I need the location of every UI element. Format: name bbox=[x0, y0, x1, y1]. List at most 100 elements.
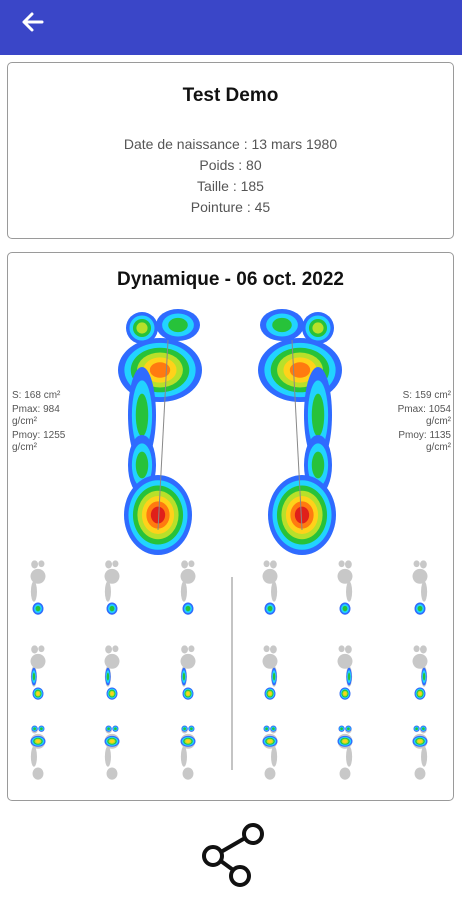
foot-outline bbox=[104, 746, 111, 767]
foot-outline bbox=[346, 746, 353, 767]
heat-zone bbox=[272, 727, 275, 731]
foot-outline bbox=[106, 767, 118, 780]
heat-zone bbox=[182, 672, 186, 681]
footprint bbox=[104, 560, 120, 615]
foot-outline bbox=[263, 560, 270, 568]
foot-outline bbox=[104, 653, 120, 669]
foot-outline bbox=[420, 560, 427, 569]
footprint bbox=[412, 725, 428, 780]
foot-outline bbox=[30, 653, 46, 669]
foot-outline bbox=[180, 581, 187, 602]
heat-zone bbox=[418, 691, 422, 696]
heat-zone bbox=[40, 727, 43, 731]
foot-outline bbox=[270, 645, 277, 654]
foot-outline bbox=[38, 560, 45, 568]
patient-info: Taille : 185 bbox=[197, 178, 264, 194]
heat-zone bbox=[114, 727, 117, 731]
foot-outline bbox=[262, 653, 278, 669]
heat-zone bbox=[272, 672, 276, 681]
analysis-title: Dynamique - 06 oct. 2022 bbox=[116, 269, 345, 290]
heat-zone bbox=[311, 451, 325, 479]
foot-outline bbox=[414, 767, 426, 780]
heat-zone bbox=[422, 727, 425, 731]
left-stats: S: 168 cm² Pmax: 984 g/cm² Pmoy: 1255 g/… bbox=[12, 390, 84, 456]
footprint bbox=[30, 725, 46, 780]
foot-outline bbox=[262, 568, 278, 584]
heat-zone bbox=[267, 605, 273, 612]
foot-outline bbox=[181, 645, 188, 654]
app-bar bbox=[0, 0, 462, 55]
heat-zone bbox=[183, 727, 186, 731]
footprint bbox=[412, 645, 428, 700]
foot-outline bbox=[181, 560, 188, 569]
foot-outline bbox=[345, 560, 352, 569]
heat-zone bbox=[185, 605, 191, 612]
patient-info: Pointure : 45 bbox=[190, 199, 271, 215]
foot-outline bbox=[180, 568, 196, 584]
footprint bbox=[262, 645, 278, 700]
foot-outline bbox=[180, 746, 187, 767]
heat-zone bbox=[343, 691, 347, 696]
heat-zone bbox=[35, 739, 41, 743]
foot-outline bbox=[271, 581, 278, 602]
heat-zone bbox=[106, 672, 110, 681]
footprint bbox=[180, 645, 196, 700]
heat-zone bbox=[136, 322, 148, 334]
footprint bbox=[262, 725, 278, 780]
patient-info: Date de naissance : 13 mars 1980 bbox=[123, 136, 338, 152]
foot-outline bbox=[263, 645, 270, 653]
footprint bbox=[180, 560, 196, 615]
foot-outline bbox=[30, 746, 37, 767]
heat-zone bbox=[190, 727, 193, 731]
heat-zone bbox=[33, 727, 36, 731]
heat-zone bbox=[36, 691, 40, 696]
foot-outline bbox=[31, 560, 38, 569]
foot-outline bbox=[38, 645, 45, 653]
foot-outline bbox=[346, 581, 353, 602]
heat-zone bbox=[185, 739, 191, 743]
foot-outline bbox=[182, 767, 194, 780]
foot-outline bbox=[339, 767, 351, 780]
patient-card: Test Demo Date de naissance : 13 mars 19… bbox=[7, 62, 454, 239]
heat-zone bbox=[149, 362, 171, 378]
foot-outline bbox=[188, 560, 195, 568]
heat-zone bbox=[186, 691, 190, 696]
axis-line bbox=[291, 339, 303, 531]
foot-outline bbox=[337, 653, 353, 669]
share-button[interactable] bbox=[202, 823, 264, 887]
heat-zone bbox=[340, 727, 343, 731]
heat-zone bbox=[135, 393, 149, 437]
footprint bbox=[337, 645, 353, 700]
footprint bbox=[180, 725, 196, 780]
heat-zone bbox=[342, 739, 348, 743]
back-button[interactable] bbox=[0, 0, 60, 55]
heat-zone bbox=[35, 605, 41, 612]
footprint bbox=[262, 560, 278, 615]
heat-zone bbox=[265, 727, 268, 731]
foot-outline bbox=[180, 653, 196, 669]
heat-zone bbox=[417, 739, 423, 743]
foot-outline bbox=[421, 746, 428, 767]
foot-outline bbox=[337, 568, 353, 584]
heat-zone bbox=[268, 691, 272, 696]
foot-outline bbox=[421, 581, 428, 602]
stat: S: 168 cm² bbox=[12, 390, 61, 401]
foot-outline bbox=[271, 746, 278, 767]
stat: Pmoy: 1135 g/cm² bbox=[398, 430, 451, 453]
heat-zone bbox=[311, 393, 325, 437]
axis-line bbox=[157, 339, 169, 531]
heat-zone bbox=[312, 322, 324, 334]
foot-outline bbox=[270, 560, 277, 569]
footprint bbox=[104, 645, 120, 700]
footprint bbox=[337, 560, 353, 615]
foot-outline bbox=[412, 653, 428, 669]
heat-zone bbox=[32, 672, 36, 681]
foot-outline bbox=[345, 645, 352, 654]
footprint bbox=[30, 645, 46, 700]
heat-zone bbox=[347, 672, 351, 681]
heat-zone bbox=[415, 727, 418, 731]
heat-zone bbox=[417, 605, 423, 612]
heat-zone bbox=[342, 605, 348, 612]
